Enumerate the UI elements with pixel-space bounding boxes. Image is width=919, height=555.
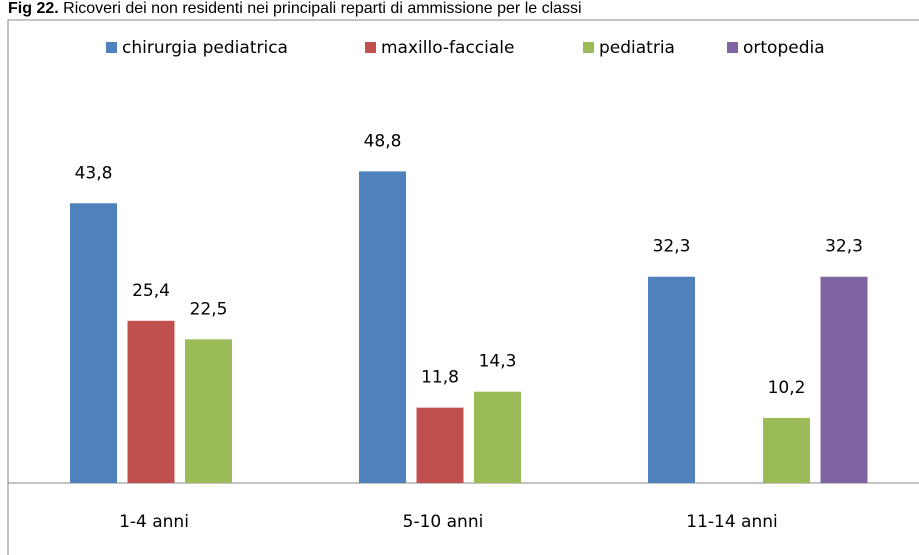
title-text: Ricoveri dei non residenti nei principal… bbox=[63, 0, 581, 17]
legend-label: maxillo-facciale bbox=[381, 38, 514, 58]
bar bbox=[820, 276, 868, 483]
legend-swatch bbox=[727, 42, 738, 53]
legend-label: pediatria bbox=[599, 38, 675, 58]
chart-title: Fig 22. Ricoveri dei non residenti nei p… bbox=[8, 0, 582, 17]
legend-swatch bbox=[583, 42, 594, 53]
data-label: 43,8 bbox=[75, 163, 113, 183]
legend-label: chirurgia pediatrica bbox=[122, 38, 288, 58]
bar bbox=[359, 171, 406, 483]
bar bbox=[185, 339, 232, 483]
x-tick-label: 1-4 anni bbox=[119, 512, 189, 532]
data-label: 22,5 bbox=[190, 299, 228, 319]
data-label: 10,2 bbox=[768, 378, 806, 398]
data-label: 32,3 bbox=[825, 237, 863, 257]
data-label: 14,3 bbox=[479, 352, 517, 372]
bar bbox=[416, 407, 464, 483]
legend-label: ortopedia bbox=[743, 38, 825, 58]
title-prefix: Fig 22. bbox=[8, 0, 59, 17]
bar bbox=[763, 417, 810, 483]
bar bbox=[70, 203, 117, 483]
data-label: 25,4 bbox=[132, 281, 170, 301]
legend-swatch bbox=[365, 42, 376, 53]
legend-swatch bbox=[106, 42, 117, 53]
data-label: 48,8 bbox=[364, 131, 402, 151]
bar bbox=[648, 276, 695, 483]
data-label: 32,3 bbox=[653, 237, 691, 257]
x-tick-label: 11-14 anni bbox=[686, 512, 778, 532]
bar bbox=[127, 320, 175, 483]
x-tick-label: 5-10 anni bbox=[403, 512, 484, 532]
bar bbox=[474, 391, 521, 483]
data-label: 11,8 bbox=[421, 368, 459, 388]
